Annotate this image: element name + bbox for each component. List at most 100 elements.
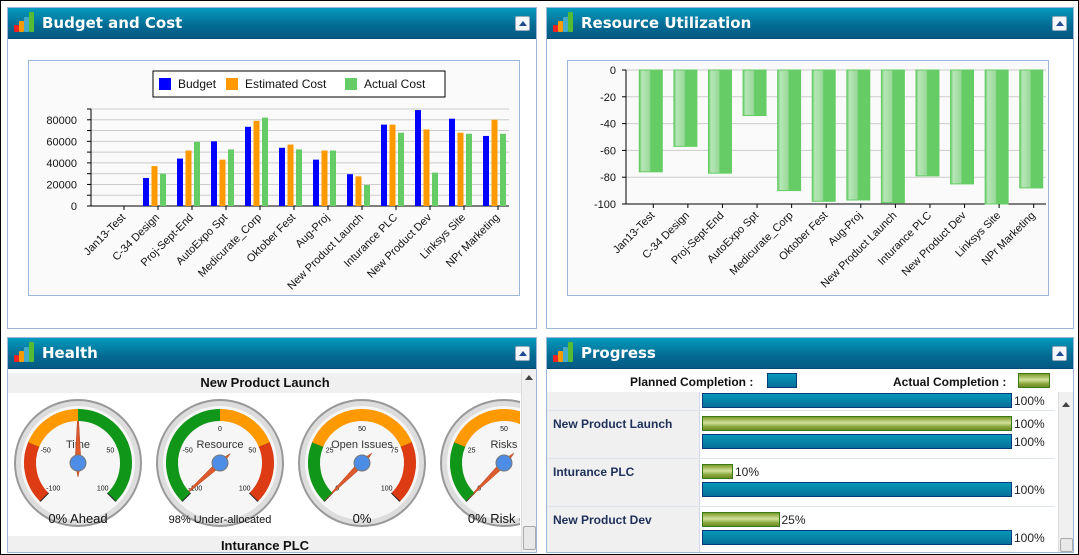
legend-swatch-budget <box>159 78 171 90</box>
gauge-tick-label: 50 <box>358 426 366 433</box>
resource-bar <box>777 69 802 192</box>
legend: Budget Estimated Cost Actual Cost <box>152 70 446 98</box>
resource-bar <box>880 69 905 204</box>
chevron-up-icon <box>518 351 527 356</box>
chevron-up-icon <box>1055 21 1064 26</box>
progress-bars: 100% 100% <box>699 411 1055 459</box>
bar-actual-cost <box>364 184 370 206</box>
legend-swatch-actual-cost <box>345 78 357 90</box>
bar-budget <box>415 110 421 206</box>
y-tick-label: 0 <box>71 201 77 213</box>
legend-label: Actual Cost <box>364 77 426 91</box>
bar-budget <box>381 124 387 206</box>
y-tick-label: -80 <box>600 172 616 184</box>
resource-bar <box>915 69 940 177</box>
gauge-tick-label: -50 <box>183 448 193 455</box>
progress-row: Inturance PLC 10% 100% <box>547 458 1055 507</box>
bar-budget <box>245 126 251 206</box>
health-project-title: New Product Launch <box>8 373 522 393</box>
resource-bar <box>984 69 1009 205</box>
y-tick-label: -100 <box>594 199 616 211</box>
scroll-up-arrow[interactable] <box>1062 402 1070 407</box>
bar-actual-cost <box>500 133 506 206</box>
gauge-tick-label: 50 <box>500 426 508 433</box>
bar-actual-cost <box>160 173 166 206</box>
gauge-tick-label: 50 <box>248 448 256 455</box>
bar-budget <box>143 177 149 206</box>
bar-budget <box>211 141 217 206</box>
y-tick-label: 60000 <box>46 136 77 148</box>
gauge-hub <box>353 454 371 472</box>
gauge-band-green <box>166 409 221 502</box>
x-tick-label: Medicurate_Corp <box>196 212 264 280</box>
collapse-button[interactable] <box>515 16 530 31</box>
resource-bar <box>673 69 698 147</box>
planned-completion-bar <box>702 434 1012 449</box>
progress-bars: 25% 100% <box>699 507 1055 552</box>
progress-bars: 10% 100% <box>699 459 1055 507</box>
resource-bar <box>846 69 871 201</box>
gauge-hub <box>69 454 87 472</box>
scroll-thumb[interactable] <box>523 526 536 550</box>
x-tick-label: New Product Dev <box>900 209 969 278</box>
bar-actual-cost <box>398 132 404 206</box>
bar-actual-cost <box>228 149 234 206</box>
panel-header: Budget and Cost <box>8 8 536 39</box>
gauge-tick-label: -100 <box>188 486 202 493</box>
gauge-band-red <box>24 442 49 502</box>
panel-title: Budget and Cost <box>42 14 183 32</box>
gauge-tick-label: 100 <box>381 486 393 493</box>
gauge-caption: 0% <box>353 511 372 526</box>
gauge-tick-label: 75 <box>390 448 398 455</box>
gauge-caption: 98% Under-allocated <box>169 514 272 526</box>
gauge-tick-label: 25 <box>326 448 334 455</box>
bar-estimated-cost <box>253 120 260 206</box>
health-scrollbar[interactable] <box>521 369 536 552</box>
bar-actual-cost <box>330 150 336 206</box>
progress-row: New Product Dev 25% 100% <box>547 506 1055 552</box>
collapse-button[interactable] <box>1052 346 1067 361</box>
gauge-caption: 0% Ahead <box>48 511 107 526</box>
actual-completion-label: 25% <box>781 513 806 527</box>
gauge-tick-label: 50 <box>106 448 114 455</box>
gauge-band-red <box>249 442 274 502</box>
bar-estimated-cost <box>219 159 226 206</box>
gauge-tick-label: 100 <box>97 486 109 493</box>
resource-chart-area: 0 -20 -40 -60 -80 -100 Jan13-Test C-34 Design Pr… <box>567 60 1049 296</box>
collapse-button[interactable] <box>515 346 530 361</box>
progress-row-partial: 100% <box>547 392 1055 410</box>
gauge-label: Risks <box>491 439 518 451</box>
planned-completion-label: 100% <box>1014 435 1045 449</box>
bar-estimated-cost <box>389 124 396 206</box>
actual-completion-label: 10% <box>735 465 760 479</box>
bar-estimated-cost <box>491 119 498 206</box>
collapse-button[interactable] <box>1052 16 1067 31</box>
scroll-up-arrow[interactable] <box>525 375 533 380</box>
planned-completion-label: 100% <box>1014 531 1045 545</box>
bar-chart-logo-icon <box>13 342 37 364</box>
resource-bar <box>742 69 767 117</box>
planned-completion-bar <box>702 530 1012 545</box>
gauge-band-green <box>308 442 333 502</box>
gauge-band-orange <box>312 409 412 448</box>
bar-estimated-cost <box>321 150 328 206</box>
gauge-band-orange <box>28 409 79 448</box>
actual-completion-bar <box>702 416 1012 431</box>
legend-box <box>152 70 446 98</box>
gauge-band-orange <box>454 409 520 448</box>
scroll-thumb[interactable] <box>1060 538 1073 552</box>
progress-scrollbar[interactable] <box>1058 392 1073 552</box>
bar-estimated-cost <box>457 132 464 206</box>
bar-budget <box>177 158 183 206</box>
gauge-tick-label: -50 <box>41 448 51 455</box>
bar-actual-cost <box>432 172 438 206</box>
gauge-tick <box>181 491 192 502</box>
planned-completion-label: 100% <box>1014 483 1045 497</box>
y-tick-label: -20 <box>600 92 616 104</box>
bar-actual-cost <box>466 133 472 206</box>
y-tick-label: 20000 <box>46 179 77 191</box>
planned-label: 100% <box>1014 394 1045 408</box>
health-next-project-title: Inturance PLC <box>8 536 522 552</box>
x-tick-label: Medicurate_Corp <box>728 210 796 278</box>
